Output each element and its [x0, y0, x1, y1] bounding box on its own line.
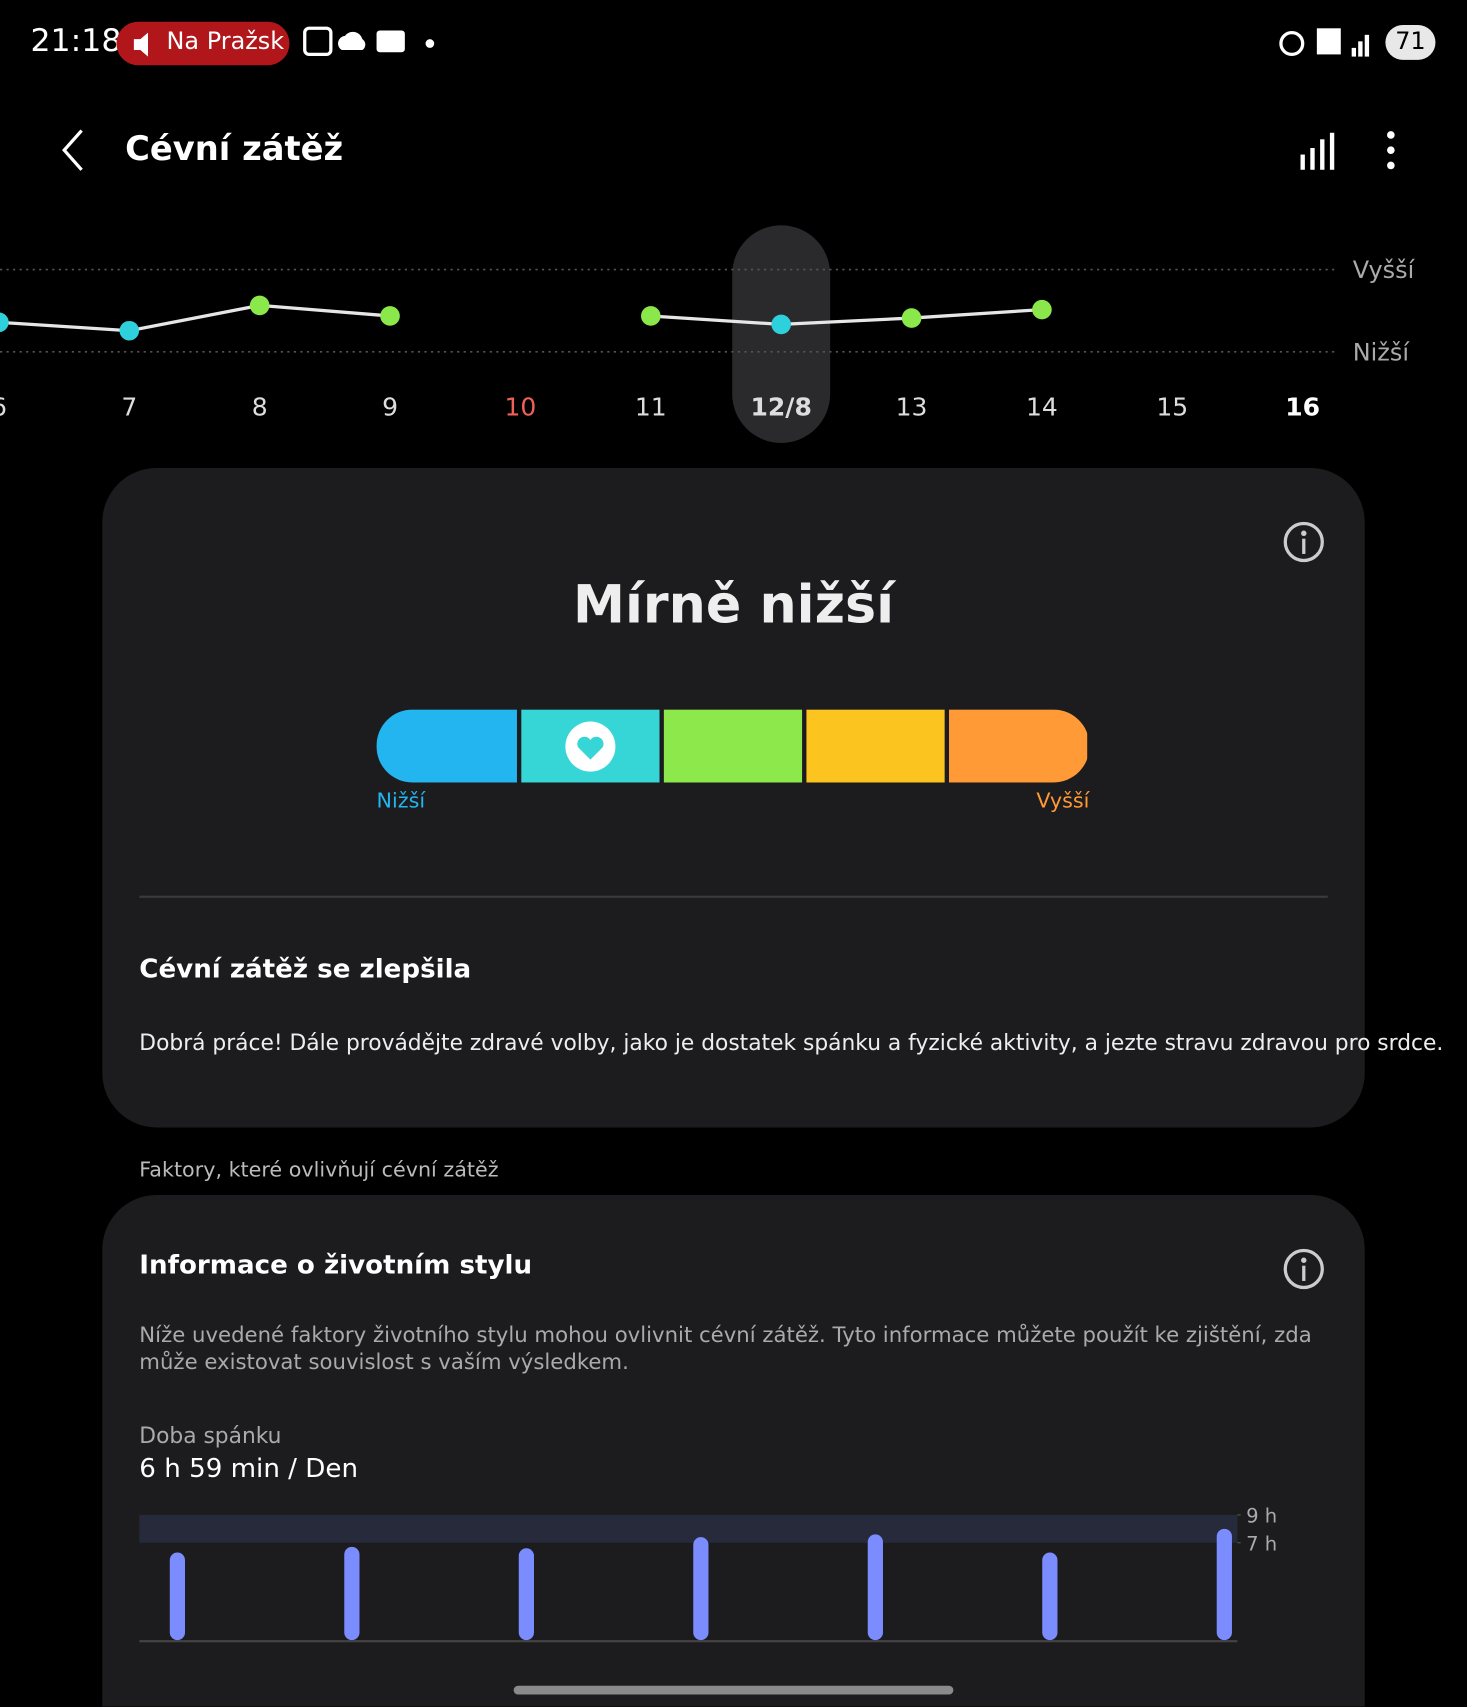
x-tick-label: 8 [252, 393, 268, 422]
divider [139, 895, 1328, 898]
x-tick-label: 7 [121, 393, 137, 422]
card-heading: Cévní zátěž se zlepšila [139, 953, 472, 984]
chart-view-button[interactable] [1297, 131, 1341, 175]
section-label: Faktory, které ovlivňují cévní zátěž [139, 1157, 499, 1182]
status-icons [303, 26, 435, 57]
x-tick-label: 9 [382, 393, 398, 422]
bar [169, 1552, 186, 1641]
x-tick-label: 11 [635, 393, 667, 422]
info-button[interactable] [1282, 520, 1326, 564]
status-text: Mírně nižší [573, 574, 894, 636]
data-point [0, 312, 9, 333]
bar [518, 1548, 534, 1641]
trend-line [0, 303, 391, 333]
x-tick-label: 6 [0, 393, 7, 422]
gauge-segment [806, 709, 945, 783]
y-tick-label: Vyšší [1353, 256, 1416, 284]
clock: 21:18 [30, 21, 122, 59]
card-description: Níže uvedené faktory životního stylu moh… [139, 1322, 1312, 1375]
page-title: Cévní zátěž [125, 129, 344, 169]
y-tick-label: 9 h [1246, 1505, 1277, 1528]
data-point [771, 314, 791, 335]
x-tick-label: 12/8 [751, 393, 812, 422]
data-point [901, 308, 922, 328]
info-button[interactable] [1282, 1247, 1326, 1291]
home-indicator[interactable] [513, 1685, 954, 1695]
x-tick-label: 15 [1156, 393, 1188, 422]
metric-value: 6 h 59 min / Den [139, 1452, 359, 1484]
status-right-icons [1279, 28, 1370, 57]
bar [344, 1546, 360, 1641]
lifestyle-card: Informace o životním stylu Níže uvedené … [102, 1194, 1365, 1707]
x-tick-label: 16 [1285, 393, 1320, 422]
gauge-high-label: Vyšší [1036, 789, 1090, 813]
speaker-icon [133, 32, 149, 57]
bar [867, 1534, 883, 1641]
battery: 71 [1385, 25, 1436, 60]
metric-label: Doba spánku [139, 1422, 282, 1449]
bar [1216, 1528, 1232, 1641]
media-text: Na Pražsk [166, 28, 285, 56]
gauge-segment [376, 709, 517, 783]
gauge-segment [663, 709, 803, 783]
heart-icon [577, 736, 604, 760]
y-tick-label: 7 h [1246, 1532, 1277, 1555]
more-button[interactable] [1384, 131, 1397, 175]
gauge-segment [948, 709, 1088, 783]
x-tick-label: 14 [1026, 393, 1058, 422]
x-tick-label: 13 [896, 393, 928, 422]
media-pill[interactable]: Na Pražsk [116, 21, 290, 66]
gauge-bar [376, 709, 1088, 783]
gauge: Nižší Vyšší [376, 709, 1091, 813]
card-title: Informace o životním stylu [139, 1249, 533, 1280]
data-point [1032, 299, 1052, 320]
data-point [119, 320, 140, 341]
trend-chart[interactable]: Vyšší Nižší 6 7 8 9 10 11 12/8 13 14 15 16 [0, 0, 1467, 457]
y-tick-label: Nižší [1353, 339, 1411, 367]
card-body: Dobrá práce! Dále provádějte zdravé volb… [139, 1029, 1444, 1056]
data-point [249, 295, 270, 316]
data-point [380, 306, 400, 326]
gauge-low-label: Nižší [377, 789, 427, 813]
data-point [641, 306, 661, 326]
trend-line [650, 307, 1043, 327]
target-band [139, 1514, 1238, 1543]
result-card: Mírně nižší Nižší Vyšší Cévní zátěž se zl… [102, 467, 1443, 1128]
bar [1042, 1552, 1058, 1641]
back-button[interactable] [60, 128, 93, 172]
bar [693, 1537, 709, 1641]
x-tick-label: 10 [505, 393, 537, 422]
